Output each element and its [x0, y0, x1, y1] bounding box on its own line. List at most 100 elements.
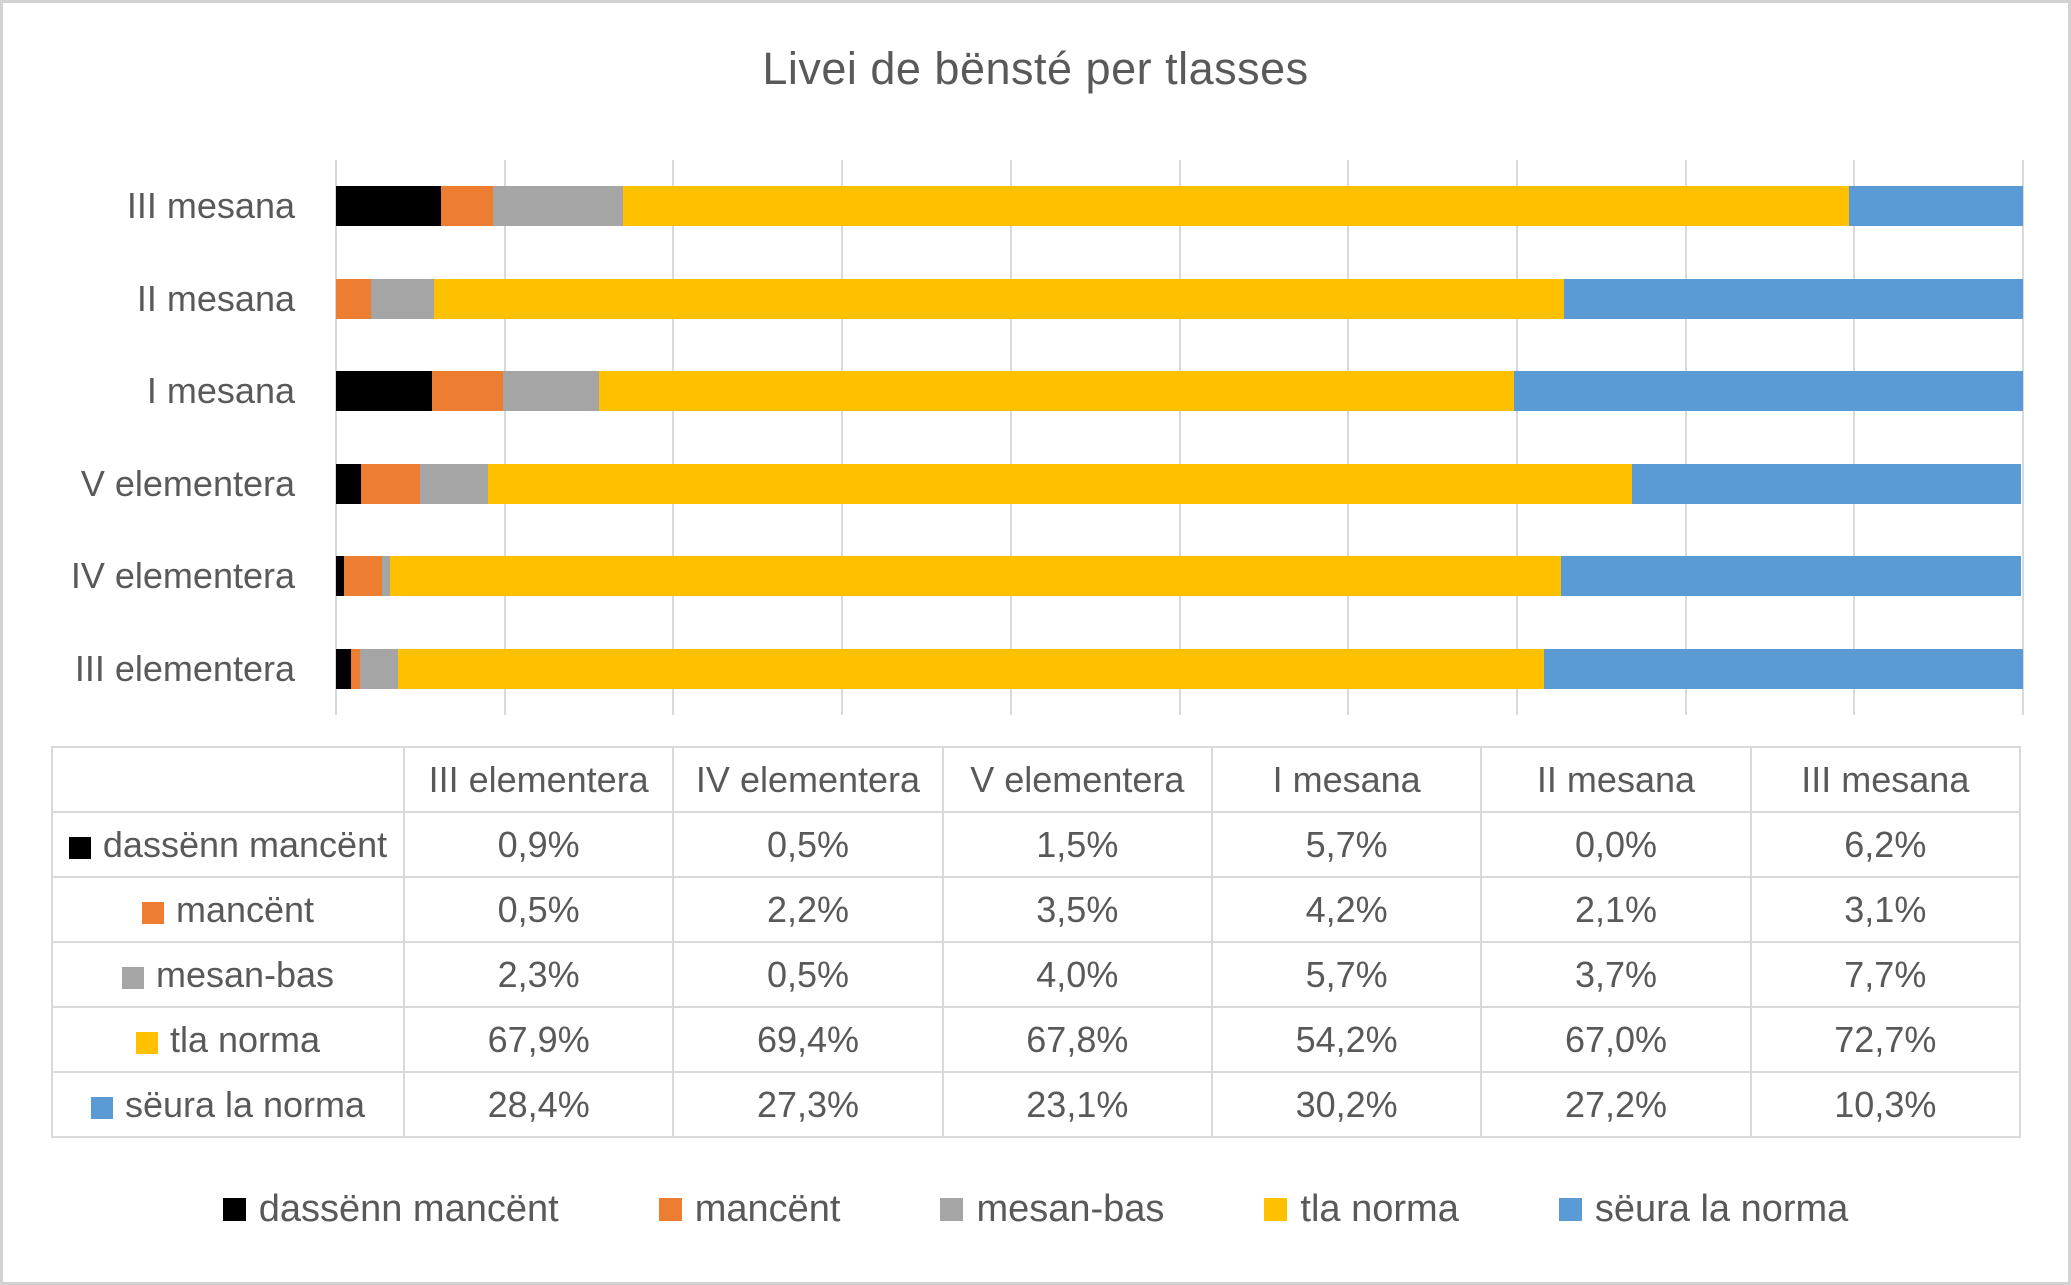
legend-label: dassënn mancënt — [258, 1188, 559, 1230]
series-name: mancënt — [175, 888, 315, 930]
bar-segment-mancënt — [440, 186, 493, 227]
table-column-header: I mesana — [1210, 746, 1483, 813]
bar-II mesana — [336, 278, 2023, 319]
table-value-cell: 23,1% — [941, 1071, 1213, 1138]
legend-key-icon — [1264, 1198, 1288, 1221]
gridline-90 — [1853, 160, 1856, 715]
category-label-III mesana: III mesana — [126, 185, 295, 227]
series-key-icon — [135, 1031, 158, 1054]
table-corner-cell — [51, 746, 405, 813]
table-value-cell: 0,9% — [402, 811, 675, 878]
bar-segment-tla norma — [433, 278, 1565, 319]
table-value-cell: 7,7% — [1749, 941, 2022, 1008]
legend-item-dassënn mancënt: dassënn mancënt — [222, 1188, 559, 1231]
legend-item-mesan-bas: mesan-bas — [940, 1188, 1164, 1231]
table-value-cell: 3,5% — [941, 876, 1213, 943]
bar-segment-sëura la norma — [1849, 186, 2023, 227]
table-value-cell: 54,2% — [1210, 1006, 1483, 1073]
table-column-header: III elementera — [402, 746, 675, 813]
table-value-cell: 1,5% — [941, 811, 1213, 878]
table-value-cell: 3,1% — [1749, 876, 2022, 943]
series-name: sëura la norma — [124, 1083, 366, 1125]
gridline-30 — [841, 160, 844, 715]
category-label-IV elementera: IV elementera — [70, 555, 295, 597]
series-key-icon — [141, 901, 164, 924]
bar-segment-mancënt — [432, 371, 503, 412]
chart-legend: dassënn mancënt mancënt mesan-bas tla norma… — [3, 1188, 2068, 1231]
table-row-header: dassënn mancënt — [51, 811, 405, 878]
table-column-header: III mesana — [1749, 746, 2022, 813]
table-value-cell: 28,4% — [402, 1071, 675, 1138]
table-row-header: tla norma — [51, 1006, 405, 1073]
bar-segment-sëura la norma — [1564, 278, 2023, 319]
bar-segment-sëura la norma — [1560, 556, 2022, 597]
table-value-cell: 72,7% — [1749, 1006, 2022, 1073]
table-value-cell: 5,7% — [1210, 941, 1483, 1008]
table-row: tla norma 67,9% 69,4% 67,8% 54,2% 67,0% 72,7% — [51, 1006, 2022, 1073]
legend-key-icon — [1558, 1198, 1582, 1221]
chart-title: Livei de bënsté per tlasses — [762, 43, 1309, 94]
series-name: dassënn mancënt — [102, 823, 388, 865]
table-row: mesan-bas 2,3% 0,5% 4,0% 5,7% 3,7% 7,7% — [51, 941, 2022, 1008]
legend-item-tla norma: tla norma — [1264, 1188, 1459, 1231]
bar-segment-sëura la norma — [1543, 648, 2023, 689]
table-column-header: V elementera — [941, 746, 1213, 813]
table-value-cell: 67,0% — [1480, 1006, 1752, 1073]
table-row: sëura la norma 28,4% 27,3% 23,1% 30,2% 27,2% 1… — [51, 1071, 2022, 1138]
table-value-cell: 30,2% — [1210, 1071, 1483, 1138]
bar-segment-mancënt — [361, 463, 421, 504]
bar-segment-mesan-bas — [420, 463, 488, 504]
gridline-50 — [1178, 160, 1181, 715]
table-column-header: II mesana — [1480, 746, 1752, 813]
table-header-row: III elementera IV elementera V elementera I… — [51, 746, 2022, 813]
gridline-20 — [672, 160, 675, 715]
bar-V elementera — [336, 463, 2023, 504]
table-value-cell: 2,2% — [672, 876, 944, 943]
bar-I mesana — [336, 371, 2023, 412]
gridline-80 — [1684, 160, 1687, 715]
bar-segment-dassënn mancënt — [336, 186, 441, 227]
data-table: III elementera IV elementera V elementera I… — [51, 746, 2022, 1138]
table-value-cell: 10,3% — [1749, 1071, 2022, 1138]
bar-segment-mesan-bas — [381, 556, 390, 597]
table-value-cell: 67,9% — [402, 1006, 675, 1073]
table-row: dassënn mancënt 0,9% 0,5% 1,5% 5,7% 0,0% 6,2% — [51, 811, 2022, 878]
series-key-icon — [121, 966, 144, 989]
bar-segment-sëura la norma — [1513, 371, 2023, 412]
bar-segment-mancënt — [344, 556, 382, 597]
bar-segment-mesan-bas — [503, 371, 600, 412]
table-value-cell: 2,1% — [1480, 876, 1752, 943]
bar-segment-dassënn mancënt — [336, 556, 345, 597]
table-value-cell: 67,8% — [941, 1006, 1213, 1073]
bar-segment-sëura la norma — [1631, 463, 2022, 504]
table-row-header: sëura la norma — [51, 1071, 405, 1138]
series-key-icon — [90, 1096, 113, 1119]
table-value-cell: 69,4% — [672, 1006, 944, 1073]
legend-label: mancënt — [694, 1188, 841, 1230]
gridline-100 — [2022, 160, 2024, 715]
table-value-cell: 5,7% — [1210, 811, 1483, 878]
bar-segment-mancënt — [351, 648, 360, 689]
category-label-III elementera: III elementera — [74, 647, 295, 689]
series-name: mesan-bas — [155, 953, 335, 995]
bar-segment-tla norma — [622, 186, 1850, 227]
legend-label: mesan-bas — [976, 1188, 1165, 1230]
table-column-header: IV elementera — [672, 746, 944, 813]
table-row-header: mancënt — [51, 876, 405, 943]
bar-III mesana — [336, 186, 2023, 227]
table-value-cell: 6,2% — [1749, 811, 2022, 878]
table-value-cell: 27,2% — [1480, 1071, 1752, 1138]
table-value-cell: 4,2% — [1210, 876, 1483, 943]
bar-segment-mesan-bas — [492, 186, 623, 227]
bar-segment-dassënn mancënt — [336, 371, 433, 412]
gridline-40 — [1009, 160, 1012, 715]
gridline-70 — [1515, 160, 1518, 715]
legend-key-icon — [222, 1198, 246, 1221]
bar-segment-tla norma — [487, 463, 1632, 504]
gridline-0 — [335, 160, 337, 715]
legend-label: tla norma — [1300, 1188, 1459, 1230]
series-key-icon — [68, 836, 91, 859]
legend-key-icon — [940, 1198, 964, 1221]
bar-segment-mancënt — [336, 278, 372, 319]
